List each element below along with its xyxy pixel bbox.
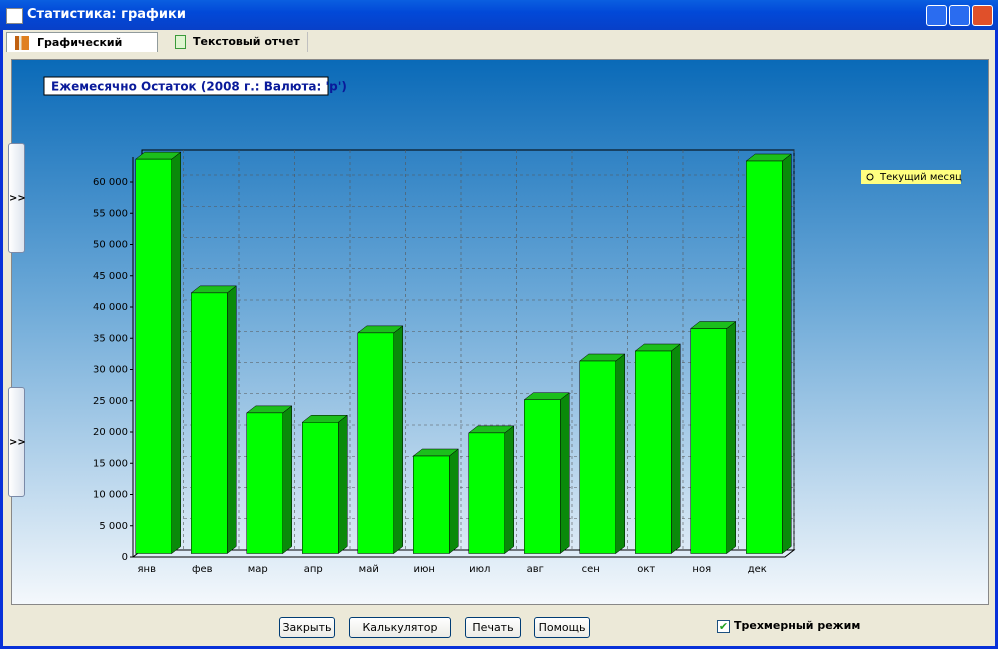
bar-side (393, 325, 403, 555)
bar (302, 422, 339, 554)
bar (413, 455, 450, 554)
x-tick-label: апр (304, 564, 323, 575)
bar-side (171, 151, 181, 555)
tab[interactable]: Текстовый отчет (163, 32, 308, 52)
legend-box (861, 170, 961, 184)
y-tick-label: 55 000 (93, 208, 128, 219)
window-title: Статистика: графики (27, 7, 186, 22)
bar-side (726, 320, 736, 555)
x-tick-label: окт (637, 564, 655, 575)
bar-side (782, 153, 792, 555)
x-tick-label: ноя (692, 564, 711, 575)
button[interactable]: Калькулятор (349, 617, 451, 638)
chart: Ежемесячно Остаток (2008 г.: Валюта: 'р'… (12, 60, 988, 604)
maximize-button[interactable] (949, 5, 970, 26)
tab-label: Текстовый отчет (193, 35, 300, 48)
chart-title-box (43, 76, 329, 96)
bar-side (227, 285, 237, 555)
app-icon (6, 8, 23, 24)
y-tick-label: 20 000 (93, 427, 128, 438)
title-bar: Статистика: графики (0, 0, 998, 30)
bar (246, 412, 283, 554)
x-tick-label: дек (748, 564, 767, 575)
chart-panel: Ежемесячно Остаток (2008 г.: Валюта: 'р'… (11, 59, 989, 605)
x-tick-label: авг (527, 564, 544, 575)
bar-side (338, 414, 348, 555)
y-tick-label: 35 000 (93, 333, 128, 344)
tab-bar: Графический отчет Текстовый отчет (3, 30, 995, 69)
bar-side (671, 343, 681, 555)
bar-side (560, 392, 570, 555)
y-tick-label: 0 (122, 552, 128, 563)
bar (357, 332, 394, 554)
minimize-button[interactable] (926, 5, 947, 26)
x-tick-label: сен (582, 564, 600, 575)
y-tick-label: 15 000 (93, 458, 128, 469)
side-toggle[interactable]: >> (8, 143, 26, 253)
chart-title: Ежемесячно Остаток (2008 г.: Валюта: 'р'… (51, 80, 347, 94)
x-tick-label: июн (414, 564, 435, 575)
y-tick-label: 60 000 (93, 177, 128, 188)
y-tick-label: 45 000 (93, 271, 128, 282)
bar (524, 399, 561, 554)
button[interactable]: Печать (465, 617, 521, 638)
x-tick-label: мар (248, 564, 268, 575)
bar (579, 360, 616, 554)
x-tick-label: янв (138, 564, 157, 575)
tab[interactable]: Графический отчет (6, 32, 158, 69)
bar (635, 350, 672, 554)
close-button[interactable] (972, 5, 993, 26)
bar (191, 292, 228, 554)
y-tick-label: 40 000 (93, 302, 128, 313)
x-tick-label: фев (192, 564, 213, 575)
bar (468, 432, 505, 554)
tab-icon (15, 36, 29, 50)
y-tick-label: 25 000 (93, 396, 128, 407)
bar-side (449, 448, 459, 555)
y-tick-label: 5 000 (99, 521, 128, 532)
bar (746, 160, 783, 554)
y-tick-label: 30 000 (93, 365, 128, 376)
bar-side (615, 353, 625, 555)
x-tick-label: июл (469, 564, 490, 575)
button[interactable]: Закрыть (279, 617, 335, 638)
bar-side (282, 405, 292, 555)
tab-icon (175, 35, 186, 49)
side-toggle[interactable]: >> (8, 387, 26, 497)
legend-label: Текущий месяц (879, 172, 962, 183)
x-tick-label: май (359, 564, 379, 575)
button[interactable]: Помощь (534, 617, 590, 638)
bar (690, 328, 727, 554)
bar (135, 158, 172, 554)
legend-marker (866, 173, 874, 181)
y-tick-label: 50 000 (93, 240, 128, 251)
checkbox[interactable]: ✔ (717, 620, 730, 633)
checkbox-label: Трехмерный режим (734, 619, 861, 632)
bar-side (504, 425, 514, 555)
y-tick-label: 10 000 (93, 490, 128, 501)
